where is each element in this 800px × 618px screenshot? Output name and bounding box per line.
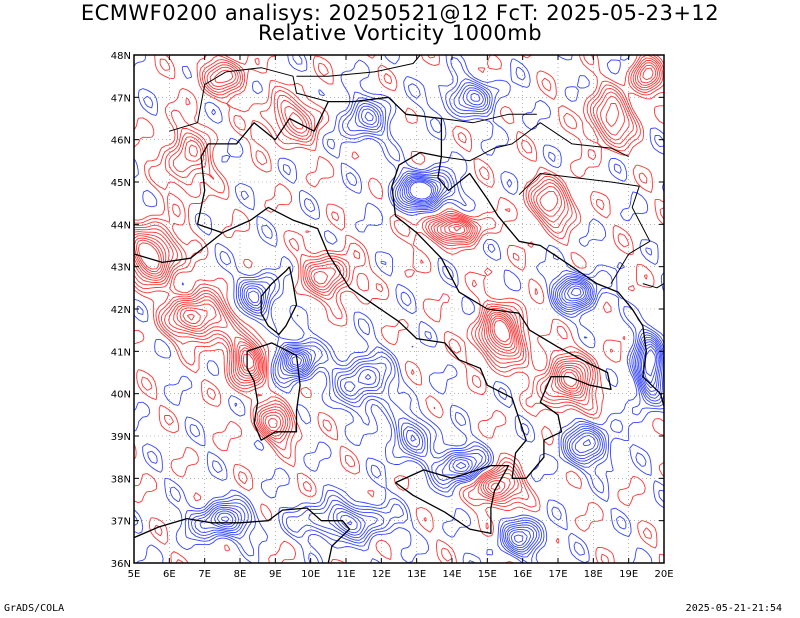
- negative-contour-5: [188, 78, 664, 558]
- footer-grads-label: GrADS/COLA: [4, 603, 65, 614]
- lon-label: 17E: [548, 569, 567, 580]
- algeria-coast-line: [134, 517, 240, 539]
- negative-contour-15: [214, 92, 661, 547]
- lon-label: 14E: [442, 569, 461, 580]
- footer-timestamp: 2025-05-21-21:54: [685, 603, 782, 614]
- lat-label: 47N: [111, 93, 131, 104]
- lat-label: 46N: [111, 136, 131, 147]
- negative-contour-21: [291, 181, 656, 377]
- lat-label: 48N: [111, 51, 131, 62]
- vorticity-contours: [134, 55, 664, 563]
- italy-mainland-line: [197, 151, 612, 479]
- france-coast-line: [134, 232, 223, 264]
- lon-label: 13E: [407, 569, 426, 580]
- lon-label: 5E: [128, 569, 141, 580]
- lat-label: 37N: [111, 517, 131, 528]
- lon-label: 19E: [619, 569, 638, 580]
- lon-label: 6E: [163, 569, 176, 580]
- negative-contour-13: [210, 89, 662, 549]
- title-line-2: Relative Vorticity 1000mb: [257, 21, 543, 45]
- slovenia-line: [441, 113, 537, 124]
- positive-contour-18: [136, 223, 580, 390]
- lon-label: 8E: [234, 569, 247, 580]
- lat-label: 44N: [111, 220, 131, 231]
- lon-label: 18E: [584, 569, 603, 580]
- sardinia-line: [246, 342, 301, 441]
- positive-contour-14: [134, 67, 654, 494]
- lat-label: 43N: [111, 263, 131, 274]
- positive-contour-4: [134, 55, 664, 505]
- positive-contour-8: [134, 60, 660, 500]
- swiss-north-line: [225, 67, 329, 103]
- positive-contour-20: [137, 226, 577, 388]
- positive-contour-16: [134, 221, 582, 491]
- positive-contour-2: [134, 55, 664, 563]
- positive-contour-10: [134, 62, 659, 498]
- lon-label: 9E: [269, 569, 282, 580]
- lon-label: 10E: [301, 569, 320, 580]
- positive-contour-6: [134, 57, 662, 502]
- lat-label: 36N: [111, 559, 131, 570]
- positive-contour-0: [134, 55, 664, 563]
- lon-label: 16E: [513, 569, 532, 580]
- italy-north-border-line: [196, 96, 443, 225]
- france-swiss-line: [169, 71, 227, 132]
- positive-contour-12: [134, 64, 657, 496]
- montenegro-albania-line: [642, 283, 664, 289]
- tunisia-coast-line: [239, 507, 351, 563]
- sicily-line: [395, 464, 510, 535]
- bosnia-line: [518, 173, 651, 284]
- lon-label: 11E: [336, 569, 355, 580]
- austria-north-line: [296, 55, 421, 77]
- corsica-line: [260, 266, 298, 336]
- negative-contour-9: [194, 84, 664, 553]
- negative-contour-11: [199, 87, 663, 551]
- coastlines-borders: [134, 55, 664, 563]
- lon-label: 20E: [654, 569, 673, 580]
- lat-label: 39N: [111, 432, 131, 443]
- negative-contour-7: [190, 82, 664, 555]
- title-line-1: ECMWF0200 analisys: 20250521@12 FcT: 202…: [80, 1, 720, 25]
- lon-label: 15E: [478, 569, 497, 580]
- lon-label: 12E: [372, 569, 391, 580]
- lon-label: 7E: [198, 569, 211, 580]
- axis-ticks: 5E 6E 7E 8E 9E 10E 11E 12E 13E 14E 15E 16E 17E 18E 19E…: [111, 51, 674, 580]
- balkan-coast-line: [437, 156, 664, 407]
- lat-label: 45N: [111, 178, 131, 189]
- lat-label: 41N: [111, 347, 131, 358]
- lat-label: 40N: [111, 390, 131, 401]
- lat-label: 42N: [111, 305, 131, 316]
- lat-label: 38N: [111, 474, 131, 485]
- croatia-inland-line: [441, 122, 629, 162]
